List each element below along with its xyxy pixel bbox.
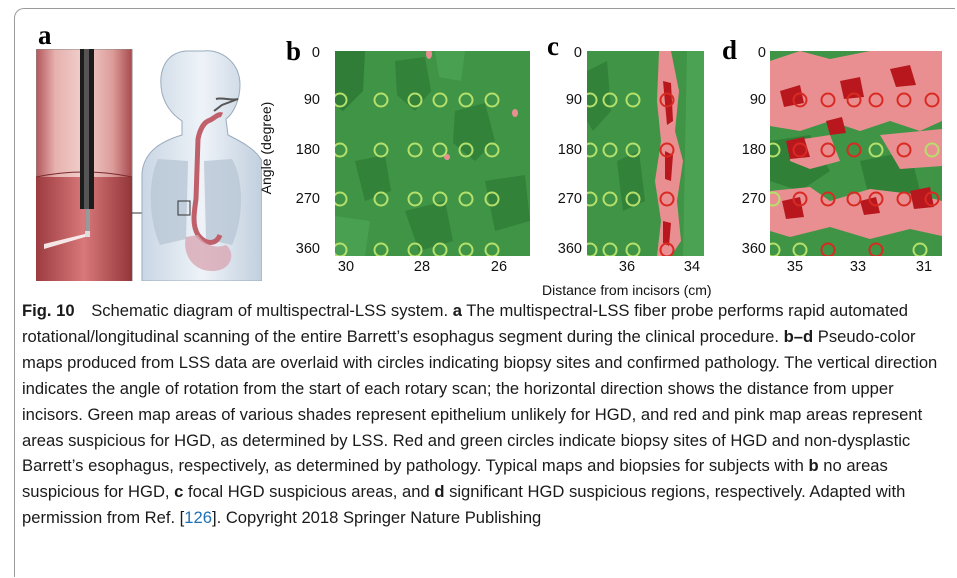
caption-letter-d: d (434, 482, 445, 502)
figure-caption: Fig. 10 Schematic diagram of multispectr… (22, 298, 948, 531)
y-tick: 360 (295, 241, 320, 257)
y-tick: 180 (741, 142, 766, 158)
y-tick: 360 (741, 241, 766, 257)
panel-b-map (335, 51, 530, 256)
y-tick: 90 (565, 92, 582, 108)
x-tick: 36 (618, 259, 636, 275)
panel-b-label: b (286, 36, 302, 66)
x-tick: 35 (786, 259, 804, 275)
y-axis-title: Angle (degree) (258, 101, 274, 195)
caption-text-d: significant HGD suspicious regions, resp… (22, 482, 906, 528)
y-tick: 270 (295, 191, 320, 207)
x-tick: 28 (413, 259, 431, 275)
x-tick: 30 (337, 259, 355, 275)
caption-letter-c: c (174, 482, 184, 502)
x-tick: 34 (683, 259, 701, 275)
caption-letter-a: a (452, 301, 462, 320)
figure-frame (14, 8, 955, 577)
y-tick: 90 (303, 92, 320, 108)
caption-copyright: ]. Copyright 2018 Springer Nature Publis… (211, 508, 542, 528)
y-tick: 0 (573, 45, 582, 61)
x-tick: 26 (490, 259, 508, 275)
x-tick: 31 (915, 259, 933, 275)
caption-text-bd: Pseudo-color maps produced from LSS data… (22, 326, 938, 476)
caption-letters-bd: b–d (783, 326, 814, 346)
x-tick: 33 (849, 259, 867, 275)
panel-c-label: c (547, 31, 559, 61)
y-tick: 270 (741, 191, 766, 207)
caption-text-c: focal HGD suspicious areas, and (188, 482, 430, 502)
reference-link[interactable]: 126 (184, 508, 212, 528)
x-axis-title: Distance from incisors (cm) (542, 282, 712, 298)
figure-label: Fig. 10 (22, 301, 75, 320)
panel-a-label: a (38, 20, 52, 50)
y-tick: 360 (557, 241, 582, 257)
caption-title: Schematic diagram of multispectral-LSS s… (91, 301, 449, 320)
panel-d-label: d (722, 35, 738, 65)
panel-d-map (770, 51, 942, 256)
y-tick: 180 (557, 142, 582, 158)
y-tick: 180 (295, 142, 320, 158)
esophagus-probe-illustration (35, 48, 263, 282)
y-tick: 0 (757, 45, 766, 61)
y-tick: 0 (311, 45, 320, 61)
caption-text-a: The multispectral-LSS fiber probe perfor… (22, 301, 909, 346)
y-tick: 90 (749, 92, 766, 108)
caption-text-b: no areas suspicious for HGD, (22, 456, 888, 502)
panel-c-map (587, 51, 704, 256)
y-tick: 270 (557, 191, 582, 207)
caption-letter-b: b (808, 456, 819, 476)
